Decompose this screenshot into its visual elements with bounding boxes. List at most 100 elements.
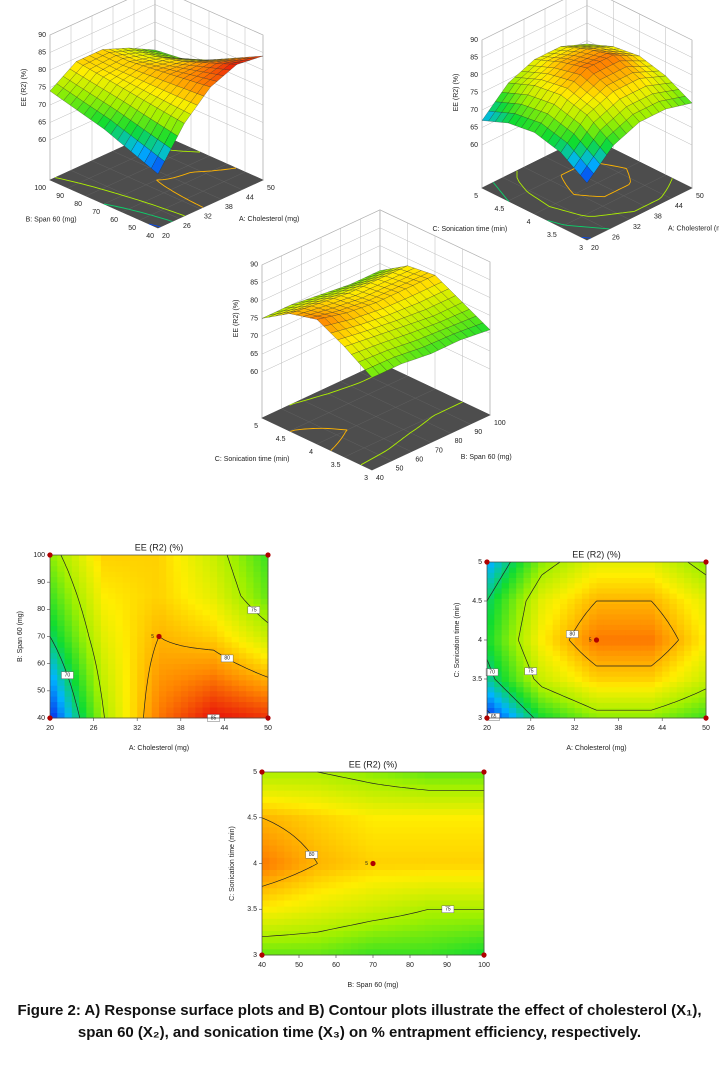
contour-cell (432, 784, 440, 791)
contour-cell (343, 790, 352, 797)
contour-cell (328, 796, 337, 803)
contour-cell (523, 634, 532, 641)
y-axis-label: C: Sonication time (min) (215, 456, 290, 463)
contour-cell (476, 900, 485, 907)
contour-cell (358, 875, 366, 883)
contour-cell (217, 701, 225, 708)
contour-cell (159, 674, 167, 681)
contour-cell (50, 614, 58, 621)
contour-cell (137, 696, 145, 703)
contour-cell (545, 712, 554, 719)
contour-cell (306, 839, 315, 846)
contour-cell (410, 802, 418, 809)
contour-cell (238, 636, 247, 643)
contour-cell (581, 614, 590, 620)
contour-cell (86, 625, 94, 632)
contour-cell (387, 936, 396, 944)
contour-cell (79, 620, 87, 627)
contour-cell (387, 869, 396, 877)
contour-cell (684, 671, 692, 677)
contour-cell (188, 565, 196, 572)
contour-cell (676, 588, 685, 594)
contour-cell (328, 875, 337, 883)
contour-cell (173, 571, 182, 578)
contour-cell (640, 629, 648, 636)
contour-cell (306, 936, 315, 944)
contour-cell (410, 851, 418, 858)
contour-cell (625, 692, 634, 698)
contour-cell (269, 790, 278, 797)
contour-cell (538, 577, 546, 584)
contour-cell (589, 567, 597, 573)
contour-cell (417, 918, 426, 925)
contour-cell (188, 647, 196, 654)
contour-cell (79, 696, 87, 703)
contour-cell (454, 881, 463, 889)
contour-cell (195, 701, 203, 708)
contour-cell (545, 676, 554, 682)
contour-cell (596, 686, 605, 693)
contour-cell (469, 875, 477, 883)
contour-cell (137, 555, 145, 561)
contour-cell (538, 697, 546, 703)
contour-cell (122, 663, 131, 670)
contour-cell (79, 674, 87, 681)
contour-cell (530, 692, 539, 698)
contour-cell (57, 587, 65, 594)
contour-cell (137, 582, 145, 588)
contour-cell (516, 681, 524, 688)
y-tick-label: 90 (56, 193, 64, 200)
contour-cell (188, 576, 196, 583)
y-tick-label: 3 (579, 245, 583, 252)
y-tick-label: 70 (92, 209, 100, 216)
contour-cell (224, 576, 233, 583)
contour-cell (188, 598, 196, 605)
contour-cell (166, 620, 174, 627)
contour-cell (552, 681, 561, 688)
contour-cell (432, 790, 440, 797)
contour-cell (669, 577, 678, 584)
contour-cell (313, 894, 322, 901)
contour-cell (508, 614, 517, 620)
contour-cell (487, 676, 495, 682)
contour-cell (461, 851, 470, 858)
contour-cell (432, 894, 440, 901)
contour-cell (560, 624, 568, 630)
contour-cell (299, 869, 307, 877)
contour-cell (129, 647, 138, 654)
contour-cell (269, 887, 278, 895)
contour-cell (64, 636, 73, 643)
contour-cell (195, 593, 203, 599)
contour-cell (684, 567, 692, 573)
contour-cell (306, 857, 315, 864)
y-axis-label: C: Sonication time (min) (454, 603, 461, 678)
contour-cell (691, 629, 700, 636)
contour-cell (79, 701, 87, 708)
contour-cell (64, 565, 73, 572)
y-tick-label: 3.5 (331, 462, 341, 469)
contour-cell (501, 702, 510, 708)
contour-cell (684, 624, 692, 630)
contour-cell (260, 620, 269, 627)
contour-cell (122, 593, 131, 599)
contour-cell (387, 802, 396, 809)
contour-cell (447, 894, 455, 901)
contour-cell (552, 582, 561, 589)
contour-cell (395, 942, 403, 950)
contour-cell (224, 614, 233, 621)
contour-cell (618, 702, 627, 708)
contour-cell (669, 619, 678, 625)
contour-cell (260, 679, 269, 686)
contour-cell (276, 863, 285, 870)
contour-cell (365, 894, 374, 901)
contour-cell (538, 650, 546, 656)
x-tick-label: 32 (571, 725, 579, 732)
contour-cell (691, 697, 700, 703)
contour-cell (516, 562, 524, 568)
contour-cell (231, 674, 240, 681)
contour-cell (129, 652, 138, 659)
contour-cell (328, 924, 337, 931)
contour-cell (589, 655, 597, 662)
contour-cell (202, 625, 211, 632)
contour-cell (137, 652, 145, 659)
